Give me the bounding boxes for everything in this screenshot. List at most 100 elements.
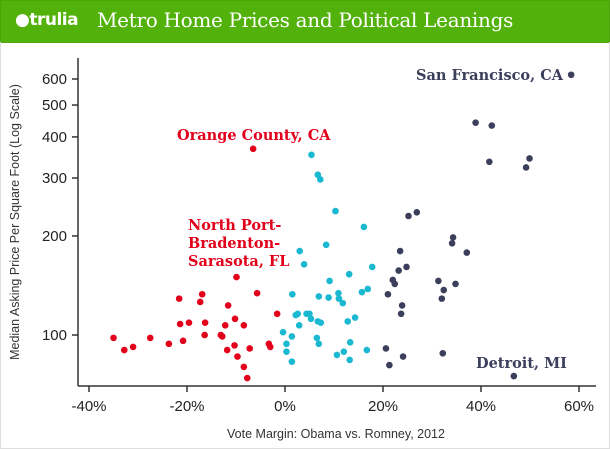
data-point xyxy=(279,328,287,336)
data-point xyxy=(288,358,296,365)
map-pin-icon: ● xyxy=(15,10,30,30)
data-point xyxy=(165,340,173,348)
data-point xyxy=(317,319,325,326)
data-point xyxy=(313,334,321,342)
data-point xyxy=(397,310,405,318)
data-point xyxy=(395,267,402,274)
data-point xyxy=(240,363,248,371)
y-tick-label: 400 xyxy=(42,129,67,146)
data-point xyxy=(196,298,204,306)
data-point xyxy=(396,247,404,255)
data-point xyxy=(386,361,393,369)
data-point xyxy=(333,351,341,359)
data-point xyxy=(403,263,410,271)
x-tick-label: -20% xyxy=(169,398,204,415)
data-point xyxy=(221,322,229,329)
data-point xyxy=(439,349,447,357)
data-point xyxy=(218,333,226,340)
data-point xyxy=(463,249,471,256)
data-point xyxy=(243,374,251,382)
data-point xyxy=(201,319,209,326)
data-point xyxy=(120,346,128,354)
data-point xyxy=(488,122,496,129)
chart-header: ●trulia Metro Home Prices and Political … xyxy=(0,0,610,43)
y-tick-label: 100 xyxy=(42,327,67,344)
data-point xyxy=(296,247,304,255)
data-point xyxy=(449,234,457,241)
data-point xyxy=(176,320,184,328)
data-point xyxy=(351,314,359,321)
data-point xyxy=(339,299,347,307)
data-point xyxy=(399,353,407,360)
data-point xyxy=(249,145,257,153)
data-point xyxy=(391,280,399,288)
data-point xyxy=(294,310,302,318)
data-point xyxy=(440,286,448,294)
data-point xyxy=(267,343,274,351)
chart-title: Metro Home Prices and Political Leanings xyxy=(97,8,514,32)
data-point xyxy=(322,241,330,249)
data-point xyxy=(240,322,248,329)
x-tick-label: 40% xyxy=(466,398,496,415)
data-point xyxy=(300,261,308,268)
data-point xyxy=(179,337,187,345)
data-point xyxy=(146,334,154,342)
data-point xyxy=(364,285,372,293)
data-point xyxy=(346,356,353,364)
data-point xyxy=(368,263,376,271)
data-point xyxy=(435,277,442,285)
x-tick-label: -40% xyxy=(71,398,106,415)
data-point xyxy=(315,340,323,348)
data-point xyxy=(289,290,296,298)
data-point xyxy=(345,270,353,278)
annotation-north-port-line1: North Port- xyxy=(188,217,281,234)
data-point xyxy=(510,372,518,380)
data-point xyxy=(326,277,333,285)
data-point xyxy=(448,239,456,247)
data-point xyxy=(307,315,315,323)
data-point xyxy=(526,155,533,162)
data-point xyxy=(306,310,313,318)
data-point xyxy=(246,345,254,352)
data-point xyxy=(231,342,238,349)
logo-text: trulia xyxy=(29,10,79,30)
annotation-san-francisco: San Francisco, CA xyxy=(416,67,564,84)
y-tick-label: 500 xyxy=(42,97,67,114)
annotation-orange-county: Orange County, CA xyxy=(177,127,331,144)
annotation-north-port-line2: Bradenton- xyxy=(188,235,280,252)
y-tick-label: 200 xyxy=(42,228,67,245)
x-axis-label: Vote Margin: Obama vs. Romney, 2012 xyxy=(227,427,445,441)
data-point xyxy=(405,212,412,220)
data-point xyxy=(335,289,342,297)
data-point xyxy=(295,322,303,329)
data-point xyxy=(363,346,371,354)
data-point xyxy=(316,176,324,183)
x-tick-label: 20% xyxy=(368,398,398,415)
data-point xyxy=(398,302,406,309)
data-point xyxy=(472,119,479,126)
data-point xyxy=(452,280,459,288)
data-point xyxy=(175,295,183,302)
data-point xyxy=(223,346,231,354)
data-point xyxy=(567,71,575,79)
y-tick-label: 600 xyxy=(42,71,67,88)
data-point xyxy=(438,295,446,302)
data-point xyxy=(185,319,193,326)
data-point xyxy=(344,318,352,325)
trulia-logo: ●trulia xyxy=(15,10,79,30)
data-point xyxy=(382,345,390,352)
data-point xyxy=(358,288,366,296)
data-point xyxy=(288,333,296,340)
data-point xyxy=(234,353,241,360)
data-point xyxy=(198,290,206,298)
y-axis-label: Median Asking Price Per Square Foot (Log… xyxy=(8,84,22,360)
data-point xyxy=(360,223,368,231)
data-point xyxy=(231,315,239,323)
data-point xyxy=(201,331,208,339)
x-tick-label: 60% xyxy=(564,398,594,415)
y-tick-label: 300 xyxy=(42,170,67,187)
data-point xyxy=(335,295,343,302)
data-point xyxy=(233,273,240,281)
data-point xyxy=(224,302,232,309)
